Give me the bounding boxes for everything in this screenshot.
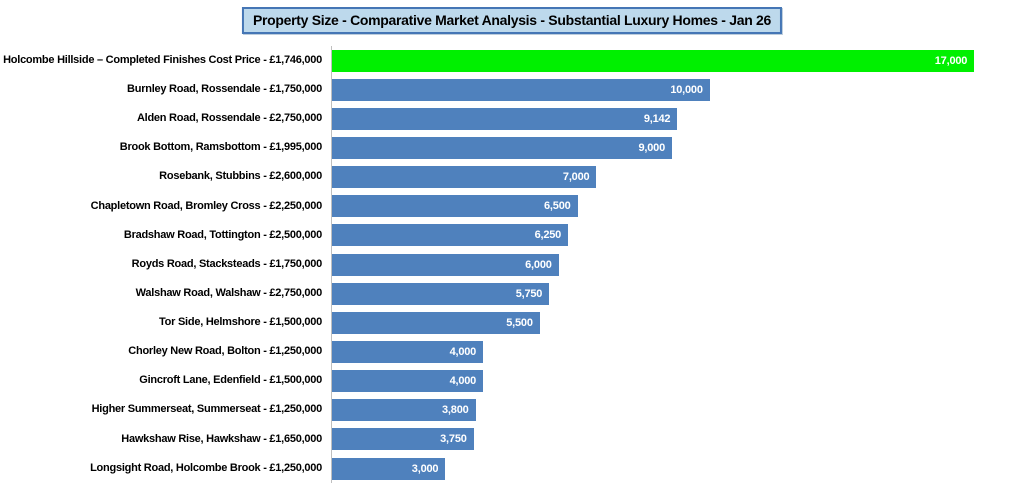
bar-value-label: 9,142 <box>643 112 671 125</box>
bar-track: 5,500 <box>331 308 1012 338</box>
plot-area: Holcombe Hillside – Completed Finishes C… <box>0 46 1012 484</box>
bar-row: Hawkshaw Rise, Hawkshaw - £1,650,000 3,75… <box>0 424 1012 454</box>
category-label: Brook Bottom, Ramsbottom - £1,995,000 <box>119 141 323 154</box>
bar: 3,750 <box>332 428 474 451</box>
bar: 4,000 <box>332 370 484 393</box>
bar-value-label: 17,000 <box>934 54 968 67</box>
bar-track: 6,000 <box>331 249 1012 280</box>
category-label: Chapletown Road, Bromley Cross - £2,250,… <box>90 199 323 212</box>
bar-track: 4,000 <box>331 366 1012 396</box>
bar: 10,000 <box>332 78 710 101</box>
bar: 5,500 <box>332 311 540 334</box>
category-label: Holcombe Hillside – Completed Finishes C… <box>3 53 322 66</box>
bar-track: 3,750 <box>331 424 1012 454</box>
category-label: Walshaw Road, Walshaw - £2,750,000 <box>135 286 323 299</box>
bar-value-label: 6,000 <box>525 258 552 271</box>
bar-row: Walshaw Road, Walshaw - £2,750,000 5,750 <box>0 279 1012 309</box>
bar-value-label: 3,750 <box>440 433 467 446</box>
bar: 3,000 <box>332 457 446 480</box>
bar-row: Brook Bottom, Ramsbottom - £1,995,000 9,0… <box>0 133 1012 163</box>
bar: 3,800 <box>332 399 476 422</box>
bar-row: Rosebank, Stubbins - £2,600,000 7,000 <box>0 162 1012 192</box>
bar: 9,000 <box>332 136 672 159</box>
category-label: Royds Road, Stacksteads - £1,750,000 <box>131 257 323 270</box>
bar-track: 6,250 <box>331 220 1012 250</box>
bar: 6,250 <box>332 224 569 247</box>
bar: 9,142 <box>332 107 678 130</box>
bar-value-label: 4,000 <box>449 345 477 358</box>
bar-track: 3,000 <box>331 453 1012 484</box>
bar-track: 5,750 <box>331 279 1012 309</box>
bar-row: Burnley Road, Rossendale - £1,750,000 10,… <box>0 75 1012 105</box>
bar: 6,000 <box>332 253 559 276</box>
bar-row: Holcombe Hillside – Completed Finishes C… <box>0 46 1012 76</box>
bar-value-label: 3,000 <box>411 462 439 475</box>
bar-value-label: 7,000 <box>562 171 590 184</box>
category-label: Burnley Road, Rossendale - £1,750,000 <box>127 82 322 95</box>
bar-track: 17,000 <box>331 46 1012 76</box>
bar-track: 4,000 <box>331 337 1012 367</box>
bar-row: Alden Road, Rossendale - £2,750,000 9,142 <box>0 104 1012 134</box>
bar-value-label: 5,500 <box>506 316 533 329</box>
category-label: Alden Road, Rossendale - £2,750,000 <box>136 112 322 125</box>
bar-value-label: 4,000 <box>449 375 477 388</box>
bar-track: 9,142 <box>331 104 1012 134</box>
category-label: Chorley New Road, Bolton - £1,250,000 <box>128 345 322 358</box>
category-label: Higher Summerseat, Summerseat - £1,250,0… <box>91 403 323 416</box>
bar-row: Gincroft Lane, Edenfield - £1,500,000 4,0… <box>0 366 1012 396</box>
bar: 7,000 <box>332 166 597 189</box>
bar-value-label: 6,500 <box>544 200 571 213</box>
bar-track: 3,800 <box>331 395 1012 425</box>
category-label: Gincroft Lane, Edenfield - £1,500,000 <box>139 374 322 387</box>
category-label: Hawkshaw Rise, Hawkshaw - £1,650,000 <box>121 432 322 445</box>
bar-value-label: 9,000 <box>638 141 665 154</box>
category-label: Tor Side, Helmshore - £1,500,000 <box>159 316 322 329</box>
bar-row: Bradshaw Road, Tottington - £2,500,000 6,… <box>0 220 1012 250</box>
bar-row: Chapletown Road, Bromley Cross - £2,250,… <box>0 191 1012 221</box>
bar-row: Chorley New Road, Bolton - £1,250,000 4,0… <box>0 337 1012 367</box>
bar-value-label: 6,250 <box>534 229 562 242</box>
category-label: Bradshaw Road, Tottington - £2,500,000 <box>123 228 322 241</box>
bar-value-label: 3,800 <box>442 404 469 417</box>
category-label: Longsight Road, Holcombe Brook - £1,250,… <box>90 461 322 474</box>
bar-value-label: 5,750 <box>515 287 543 300</box>
bar-track: 9,000 <box>331 133 1012 163</box>
bar-row: Royds Road, Stacksteads - £1,750,000 6,00… <box>0 249 1012 280</box>
bar-row: Tor Side, Helmshore - £1,500,000 5,500 <box>0 308 1012 338</box>
bar: 17,000 <box>332 49 975 72</box>
bar: 4,000 <box>332 340 484 363</box>
category-label: Rosebank, Stubbins - £2,600,000 <box>159 170 322 183</box>
chart-title: Property Size - Comparative Market Analy… <box>241 7 783 34</box>
bar-row: Longsight Road, Holcombe Brook - £1,250,… <box>0 453 1012 484</box>
bar-row: Higher Summerseat, Summerseat - £1,250,0… <box>0 395 1012 425</box>
bar: 6,500 <box>332 195 578 218</box>
bar-track: 10,000 <box>331 75 1012 105</box>
bar: 5,750 <box>332 282 550 305</box>
bar-track: 6,500 <box>331 191 1012 221</box>
bar-value-label: 10,000 <box>670 83 703 96</box>
bar-track: 7,000 <box>331 162 1012 192</box>
